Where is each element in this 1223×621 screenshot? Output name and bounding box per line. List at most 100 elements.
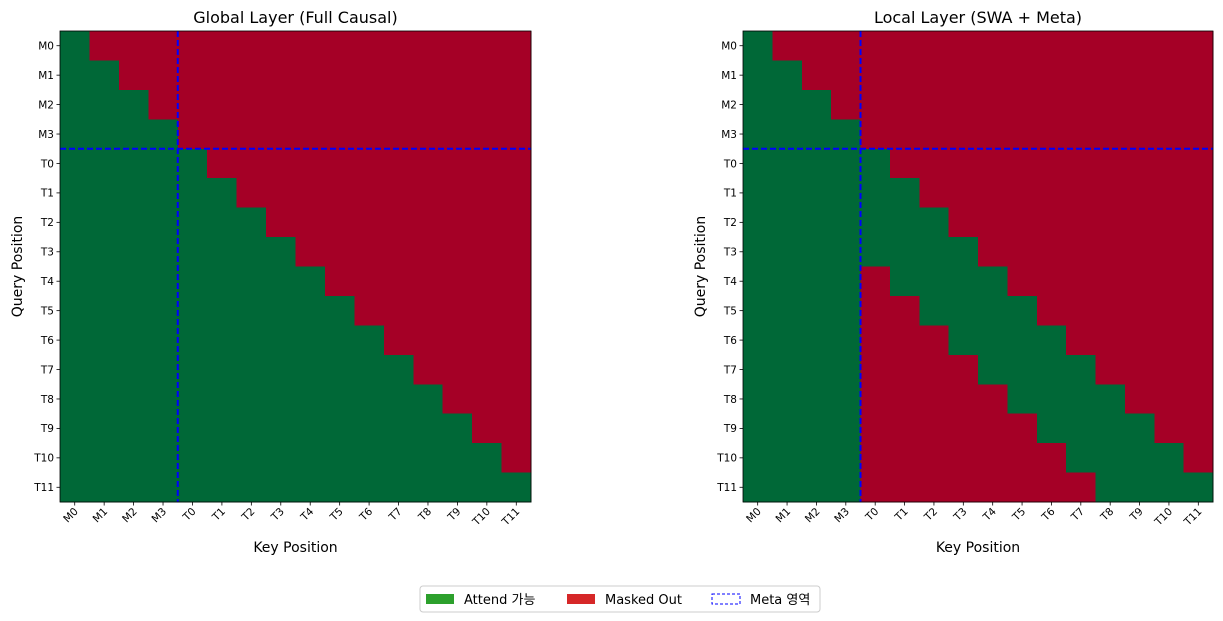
heatmap-cell-M1-T4 [978, 60, 1008, 91]
heatmap-cell-T11-M1 [89, 472, 120, 503]
heatmap-cell-T11-T9 [1124, 472, 1155, 503]
heatmap-cell-M1-M0 [743, 60, 773, 91]
heatmap-cell-T4-T0 [860, 266, 891, 297]
heatmap-cell-T0-T10 [472, 148, 503, 179]
heatmap-cell-T11-M1 [772, 472, 803, 503]
heatmap-cell-M3-M0 [60, 119, 91, 150]
heatmap-cell-T7-T7 [1066, 354, 1097, 385]
heatmap-cell-T3-T11 [1183, 237, 1214, 268]
heatmap-cell-T8-T8 [413, 384, 444, 415]
heatmap-cell-M1-T9 [1124, 60, 1155, 91]
plot-frame [59, 30, 532, 503]
heatmap-cell-T10-M1 [89, 443, 120, 474]
heatmap-cell-M2-T1 [889, 89, 920, 120]
x-tick-label: M3 [150, 506, 170, 526]
heatmap-cell-T3-T0 [177, 237, 208, 268]
heatmap-cell-M0-T0 [177, 31, 208, 62]
heatmap-cell-T0-M1 [89, 148, 120, 179]
heatmap-cell-T0-M0 [743, 148, 773, 179]
y-tick-label: T7 [40, 364, 54, 376]
heatmap-cell-T1-M2 [118, 178, 149, 209]
heatmap-cell-T0-M2 [801, 148, 832, 179]
heatmap-cell-T8-T8 [1095, 384, 1126, 415]
heatmap-cell-M2-M0 [60, 89, 91, 120]
heatmap-cell-T7-T9 [442, 354, 473, 385]
heatmap-cell-T0-T9 [442, 148, 473, 179]
heatmap-cell-T3-T5 [324, 237, 355, 268]
heatmap-cell-M0-T7 [1066, 31, 1097, 62]
heatmap-cell-M2-T10 [1154, 89, 1185, 120]
heatmap-cell-T7-T5 [1007, 354, 1038, 385]
heatmap-cell-T7-T6 [1036, 354, 1067, 385]
heatmap-cell-T10-T9 [442, 443, 473, 474]
heatmap-cell-M2-T9 [442, 89, 473, 120]
heatmap-cell-M2-T8 [413, 89, 444, 120]
y-tick-label: M3 [721, 129, 737, 141]
x-axis-label: Key Position [936, 540, 1020, 556]
heatmap-cell-T8-T7 [383, 384, 414, 415]
heatmap-cell-T10-T5 [1007, 443, 1038, 474]
heatmap-cell-M1-T2 [919, 60, 950, 91]
heatmap-cell-T4-T7 [383, 266, 414, 297]
heatmap-cell-T4-T9 [1124, 266, 1155, 297]
heatmap-cell-T5-T8 [1095, 295, 1126, 326]
heatmap-cell-T6-T8 [1095, 325, 1126, 356]
heatmap-cell-T2-M1 [89, 207, 120, 238]
heatmap-cell-T0-T2 [919, 148, 950, 179]
heatmap-cell-T5-T1 [207, 295, 238, 326]
heatmap-cell-M0-T0 [860, 31, 891, 62]
heatmap-cell-M3-T10 [1154, 119, 1185, 150]
heatmap-cell-T3-M2 [118, 237, 149, 268]
y-tick-label: T11 [716, 482, 737, 494]
heatmap-cell-T2-T10 [472, 207, 503, 238]
y-tick-label: T10 [716, 453, 737, 465]
heatmap-cell-T1-T9 [1124, 178, 1155, 209]
heatmap-cell-T4-T9 [442, 266, 473, 297]
heatmap-cell-M2-M0 [743, 89, 773, 120]
heatmap-cell-T8-M3 [831, 384, 862, 415]
heatmap-cell-T2-T0 [177, 207, 208, 238]
x-tick-label: T7 [1068, 506, 1086, 524]
heatmap-cell-M3-T10 [472, 119, 503, 150]
heatmap-cell-T11-T10 [1154, 472, 1185, 503]
heatmap-cell-T5-T0 [177, 295, 208, 326]
heatmap-cell-T5-M0 [60, 295, 91, 326]
heatmap-cell-T11-T2 [919, 472, 950, 503]
heatmap-cell-M0-T2 [919, 31, 950, 62]
heatmap-cell-T6-T3 [948, 325, 979, 356]
heatmap-cell-T8-T10 [1154, 384, 1185, 415]
heatmap-cell-T2-T7 [1066, 207, 1097, 238]
heatmap-cell-T0-M0 [60, 148, 91, 179]
heatmap-cell-T0-M3 [831, 148, 862, 179]
heatmap-cell-T0-T8 [413, 148, 444, 179]
y-tick-label: T9 [723, 423, 737, 435]
heatmap-cell-T8-T3 [266, 384, 297, 415]
heatmap-cell-M2-M2 [118, 89, 149, 120]
heatmap-cell-T0-M3 [148, 148, 179, 179]
heatmap-cell-T4-T2 [236, 266, 267, 297]
x-tick-label: T2 [239, 506, 257, 524]
heatmap-cell-T1-T3 [948, 178, 979, 209]
heatmap-cell-M0-M2 [801, 31, 832, 62]
heatmap-cell-M3-T8 [1095, 119, 1126, 150]
charts-group: M0 M1 M2 M3 T0 T1 T2 T3 T4 T5 T6 T7 T8 T9 T10 T11 M0 M1 M2… [10, 8, 1214, 556]
heatmap-cell-T6-T4 [295, 325, 326, 356]
heatmap-cell-M0-T9 [442, 31, 473, 62]
heatmap-cell-T3-M2 [801, 237, 832, 268]
heatmap-cell-M3-T11 [501, 119, 532, 150]
heatmap-cell-T9-T0 [860, 413, 891, 444]
heatmap-cell-T5-T2 [236, 295, 267, 326]
heatmap-cell-T6-T4 [978, 325, 1008, 356]
heatmap-cell-T6-T7 [383, 325, 414, 356]
heatmap-cell-T9-T11 [1183, 413, 1214, 444]
legend: Attend 가능 Masked Out Meta 영역 [419, 585, 821, 613]
heatmap-cell-T9-T4 [978, 413, 1008, 444]
heatmap-cell-M1-M3 [148, 60, 179, 91]
heatmap-cell-T10-T4 [295, 443, 326, 474]
heatmap-cell-T6-M2 [118, 325, 149, 356]
heatmap-cell-M1-M1 [89, 60, 120, 91]
heatmap-cell-T3-T2 [919, 237, 950, 268]
heatmap-cell-M0-M3 [148, 31, 179, 62]
heatmap-cell-T1-T1 [889, 178, 920, 209]
heatmap-cell-T4-M3 [831, 266, 862, 297]
